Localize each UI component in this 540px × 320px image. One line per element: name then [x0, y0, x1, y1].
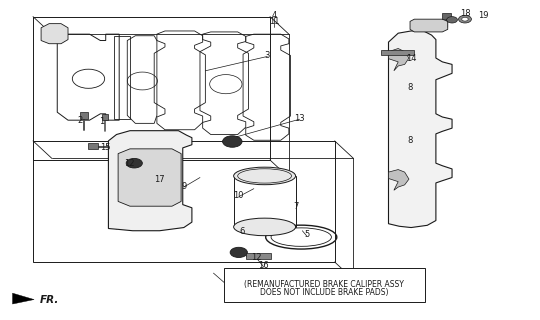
- Polygon shape: [388, 170, 409, 190]
- Text: (REMANUFACTURED BRAKE CALIPER ASSY: (REMANUFACTURED BRAKE CALIPER ASSY: [244, 280, 404, 289]
- Text: 14: 14: [406, 53, 416, 62]
- Text: 18: 18: [460, 9, 470, 18]
- Polygon shape: [12, 293, 34, 304]
- Bar: [45, 28, 64, 41]
- Text: DOES NOT INCLUDE BRAKE PADS): DOES NOT INCLUDE BRAKE PADS): [260, 288, 388, 297]
- FancyBboxPatch shape: [224, 268, 424, 302]
- Circle shape: [230, 247, 247, 258]
- Text: FR.: FR.: [39, 294, 59, 305]
- Bar: [246, 253, 271, 259]
- Text: 8: 8: [407, 83, 413, 92]
- Polygon shape: [388, 31, 452, 228]
- Text: 6: 6: [239, 227, 245, 236]
- Polygon shape: [109, 131, 192, 231]
- Text: 11: 11: [269, 17, 280, 26]
- Bar: [102, 114, 109, 120]
- Text: 1: 1: [99, 117, 105, 126]
- Text: 10: 10: [233, 191, 244, 200]
- Circle shape: [458, 15, 471, 23]
- Text: 3: 3: [265, 51, 270, 60]
- Polygon shape: [388, 49, 409, 71]
- Bar: [80, 112, 88, 119]
- Text: 12: 12: [251, 253, 262, 262]
- Bar: [442, 13, 451, 19]
- Text: 5: 5: [304, 230, 309, 239]
- Text: 19: 19: [478, 11, 489, 20]
- Text: 8: 8: [407, 136, 413, 145]
- Text: 9: 9: [181, 182, 186, 191]
- Text: 4: 4: [272, 11, 277, 20]
- Polygon shape: [410, 19, 448, 32]
- Polygon shape: [118, 149, 181, 206]
- Ellipse shape: [234, 218, 295, 236]
- Text: 13: 13: [294, 114, 305, 123]
- Text: 7: 7: [293, 202, 299, 211]
- Bar: [381, 50, 414, 55]
- Bar: [88, 143, 98, 149]
- Ellipse shape: [234, 167, 295, 185]
- Circle shape: [126, 158, 143, 168]
- Text: 15: 15: [100, 143, 111, 152]
- Circle shape: [447, 17, 457, 23]
- Text: 12: 12: [124, 159, 134, 168]
- Polygon shape: [41, 24, 68, 44]
- Circle shape: [462, 17, 468, 21]
- Text: 2: 2: [78, 116, 83, 125]
- Text: 16: 16: [258, 261, 269, 270]
- Text: 17: 17: [154, 175, 165, 184]
- Circle shape: [222, 136, 242, 147]
